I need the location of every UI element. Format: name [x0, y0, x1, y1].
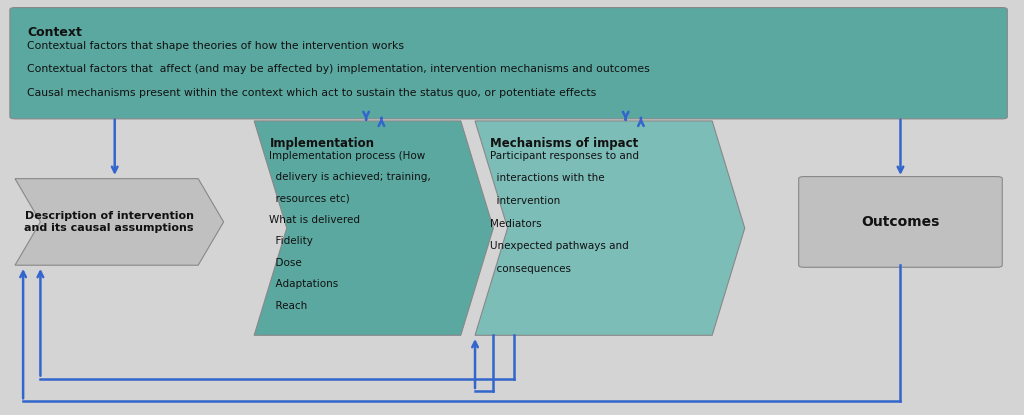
- Text: Implementation: Implementation: [269, 137, 375, 149]
- Text: Unexpected pathways and: Unexpected pathways and: [490, 241, 629, 251]
- Polygon shape: [254, 121, 494, 335]
- Text: Implementation process (How: Implementation process (How: [269, 151, 426, 161]
- Text: Participant responses to and: Participant responses to and: [490, 151, 639, 161]
- Text: Adaptations: Adaptations: [269, 279, 339, 289]
- Text: delivery is achieved; training,: delivery is achieved; training,: [269, 172, 431, 182]
- Text: intervention: intervention: [490, 196, 560, 206]
- Polygon shape: [475, 121, 744, 335]
- Text: consequences: consequences: [490, 264, 571, 274]
- Text: What is delivered: What is delivered: [269, 215, 360, 225]
- FancyBboxPatch shape: [10, 7, 1008, 119]
- Text: Fidelity: Fidelity: [269, 237, 313, 247]
- Text: Dose: Dose: [269, 258, 302, 268]
- Text: Context: Context: [28, 26, 82, 39]
- FancyBboxPatch shape: [799, 177, 1002, 267]
- Text: Contextual factors that  affect (and may be affected by) implementation, interve: Contextual factors that affect (and may …: [28, 64, 650, 74]
- Text: Causal mechanisms present within the context which act to sustain the status quo: Causal mechanisms present within the con…: [28, 88, 596, 98]
- Text: Reach: Reach: [269, 300, 307, 311]
- Text: Outcomes: Outcomes: [861, 215, 940, 229]
- Text: Mechanisms of impact: Mechanisms of impact: [490, 137, 639, 149]
- Text: Mediators: Mediators: [490, 219, 542, 229]
- Text: interactions with the: interactions with the: [490, 173, 605, 183]
- Polygon shape: [15, 178, 223, 265]
- Text: Description of intervention
and its causal assumptions: Description of intervention and its caus…: [25, 211, 194, 233]
- Text: resources etc): resources etc): [269, 193, 350, 203]
- Text: Contextual factors that shape theories of how the intervention works: Contextual factors that shape theories o…: [28, 41, 404, 51]
